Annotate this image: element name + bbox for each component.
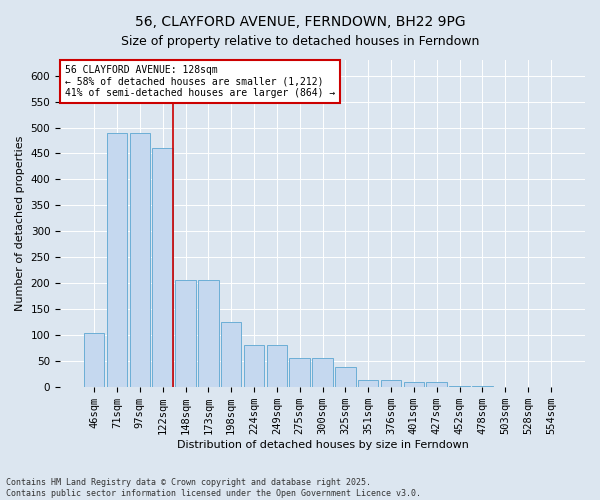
Bar xyxy=(266,344,287,387)
Bar xyxy=(152,148,173,387)
Text: 56 CLAYFORD AVENUE: 128sqm
← 58% of detached houses are smaller (1,212)
41% of s: 56 CLAYFORD AVENUE: 128sqm ← 58% of deta… xyxy=(65,65,335,98)
X-axis label: Distribution of detached houses by size in Ferndown: Distribution of detached houses by size … xyxy=(176,440,469,450)
Y-axis label: Number of detached properties: Number of detached properties xyxy=(15,136,25,312)
Bar xyxy=(358,380,379,387)
Bar xyxy=(198,280,218,387)
Bar xyxy=(404,382,424,387)
Text: Contains HM Land Registry data © Crown copyright and database right 2025.
Contai: Contains HM Land Registry data © Crown c… xyxy=(6,478,421,498)
Bar xyxy=(244,344,264,387)
Bar xyxy=(472,386,493,387)
Text: Size of property relative to detached houses in Ferndown: Size of property relative to detached ho… xyxy=(121,35,479,48)
Bar xyxy=(107,132,127,387)
Bar xyxy=(130,132,150,387)
Bar xyxy=(427,382,447,387)
Bar xyxy=(312,358,333,387)
Bar xyxy=(335,368,356,387)
Bar xyxy=(175,280,196,387)
Bar xyxy=(381,380,401,387)
Bar xyxy=(84,332,104,387)
Bar xyxy=(289,358,310,387)
Text: 56, CLAYFORD AVENUE, FERNDOWN, BH22 9PG: 56, CLAYFORD AVENUE, FERNDOWN, BH22 9PG xyxy=(134,15,466,29)
Bar xyxy=(449,386,470,387)
Bar xyxy=(221,322,241,387)
